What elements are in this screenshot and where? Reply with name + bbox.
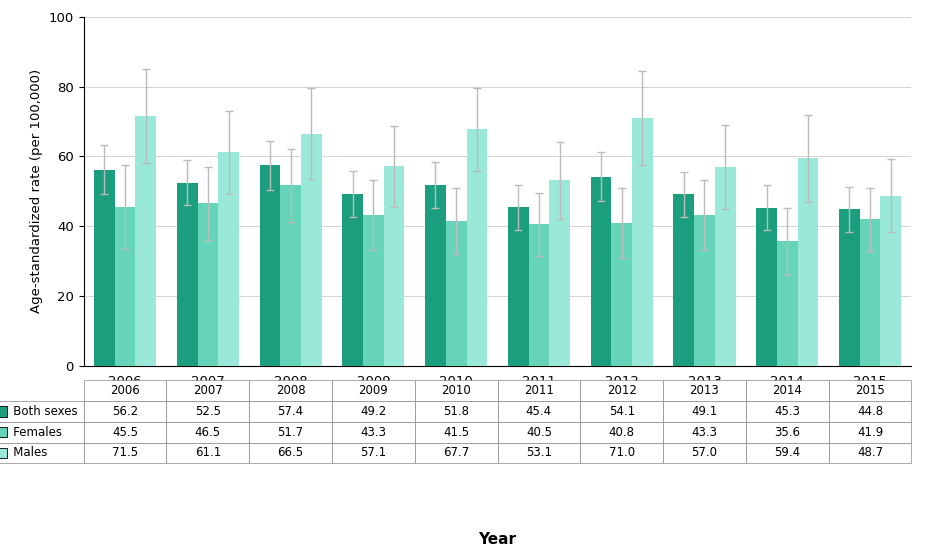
Bar [611,223,632,365]
Bar [694,215,715,365]
Bar [425,185,445,365]
Bar [798,158,818,365]
Bar [839,209,859,365]
Bar [384,166,405,365]
Bar [259,165,280,365]
Bar [136,116,156,365]
Bar [0,427,7,437]
Bar [632,118,653,365]
Bar [859,219,881,365]
Bar [219,152,239,365]
Bar [528,224,550,365]
Bar [363,215,384,365]
Bar [0,448,7,458]
Bar [280,185,301,365]
Bar [445,221,467,365]
Bar [197,204,219,365]
Bar [0,406,7,416]
Bar [715,167,736,365]
Bar [342,194,363,365]
Bar [94,170,114,365]
Bar [301,134,322,365]
Bar [756,208,777,365]
Text: Year: Year [479,532,516,547]
Bar [177,182,197,365]
Bar [508,207,528,365]
Bar [467,129,487,365]
Bar [881,196,901,365]
Bar [550,180,570,365]
Bar [777,242,798,365]
Bar [591,177,611,365]
Bar [673,194,694,365]
Y-axis label: Age-standardized rate (per 100,000): Age-standardized rate (per 100,000) [30,69,43,313]
Bar [114,207,136,365]
